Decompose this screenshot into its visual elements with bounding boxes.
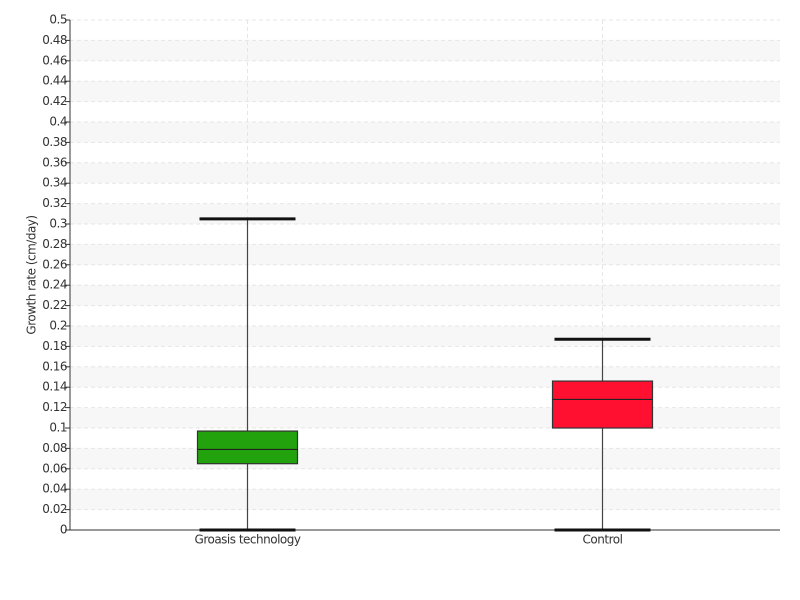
y-axis-label: Growth rate (cm/day) bbox=[25, 215, 39, 334]
grid-band bbox=[70, 40, 780, 61]
y-tick-label: 0.14 bbox=[42, 380, 67, 394]
x-tick-label: Groasis technology bbox=[195, 533, 301, 547]
y-tick-label: 0.36 bbox=[42, 155, 67, 169]
y-tick-label: 0.1 bbox=[49, 421, 67, 435]
y-tick-label: 0.2 bbox=[49, 319, 67, 333]
grid-band bbox=[70, 203, 780, 224]
y-tick-label: 0.06 bbox=[42, 461, 67, 475]
y-tick-label: 0.38 bbox=[42, 135, 67, 149]
grid-band bbox=[70, 162, 780, 184]
y-tick-label: 0.12 bbox=[42, 400, 67, 414]
grid-band bbox=[70, 81, 780, 102]
y-tick-label: 0.34 bbox=[42, 176, 67, 190]
grid-band bbox=[70, 407, 780, 428]
y-tick-label: 0.28 bbox=[42, 237, 67, 251]
grid-band bbox=[70, 244, 780, 265]
y-tick-label: 0.3 bbox=[49, 217, 67, 231]
y-tick-label: 0.22 bbox=[42, 298, 67, 312]
y-tick-label: 0.26 bbox=[42, 257, 67, 271]
y-tick-label: 0.08 bbox=[42, 441, 67, 455]
y-tick-label: 0.18 bbox=[42, 339, 67, 353]
x-tick-label: Control bbox=[583, 533, 623, 547]
grid-band bbox=[70, 448, 780, 469]
y-tick-label: 0.4 bbox=[49, 115, 67, 129]
y-tick-label: 0.16 bbox=[42, 359, 67, 373]
grid-band bbox=[70, 285, 780, 306]
box bbox=[551, 380, 654, 429]
y-tick-label: 0.24 bbox=[42, 278, 67, 292]
box bbox=[196, 430, 299, 465]
y-tick-label: 0.02 bbox=[42, 502, 67, 516]
y-tick-label: 0 bbox=[60, 523, 67, 537]
y-tick-label: 0.44 bbox=[42, 74, 67, 88]
grid-band bbox=[70, 326, 780, 347]
y-tick-label: 0.48 bbox=[42, 33, 67, 47]
y-tick-label: 0.5 bbox=[49, 13, 67, 27]
grid-band bbox=[70, 366, 780, 388]
grid-band bbox=[70, 122, 780, 143]
y-tick-label: 0.42 bbox=[42, 94, 67, 108]
y-tick-label: 0.04 bbox=[42, 482, 67, 496]
grid-band bbox=[70, 489, 780, 510]
y-tick-label: 0.32 bbox=[42, 196, 67, 210]
y-tick-label: 0.46 bbox=[42, 53, 67, 67]
